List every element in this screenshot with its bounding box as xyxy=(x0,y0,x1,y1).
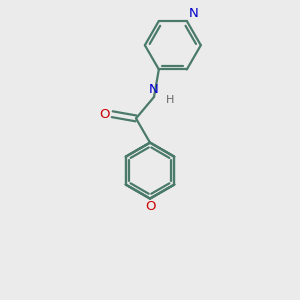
Text: O: O xyxy=(145,200,155,213)
Text: N: N xyxy=(149,82,159,95)
Text: O: O xyxy=(99,108,110,121)
Text: H: H xyxy=(166,95,174,105)
Text: N: N xyxy=(188,7,198,20)
